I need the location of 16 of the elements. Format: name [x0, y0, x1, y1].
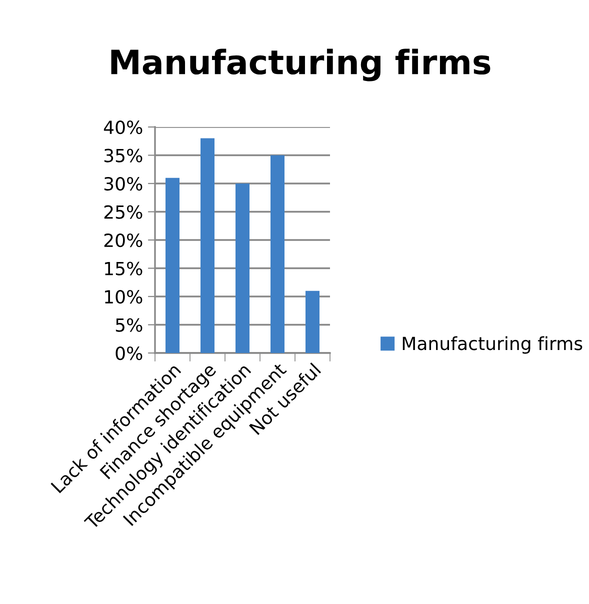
chart-title: Manufacturing firms: [111, 48, 490, 82]
y-tick-label: 25%: [104, 205, 142, 219]
bar: [236, 184, 250, 353]
y-tick-label: 10%: [105, 290, 142, 304]
bar: [166, 178, 180, 353]
y-tick-label: 0%: [116, 346, 142, 360]
y-tick-label: 20%: [104, 233, 142, 248]
bar: [200, 138, 214, 353]
y-tick-label: 5%: [116, 318, 142, 332]
y-tick-label: 30%: [104, 176, 142, 191]
bar: [306, 290, 320, 353]
y-tick-label: 35%: [104, 148, 142, 162]
y-tick-label: 40%: [104, 120, 142, 134]
legend-label: Manufacturing firms: [402, 336, 582, 354]
y-tick-label: 15%: [105, 262, 142, 276]
bar: [270, 155, 284, 353]
